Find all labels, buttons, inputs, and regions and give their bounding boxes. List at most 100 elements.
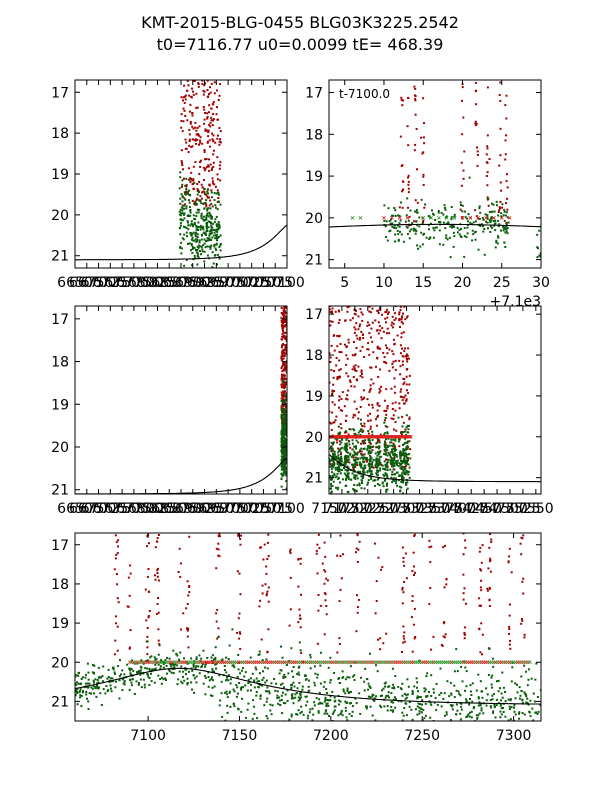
point-green [438, 243, 441, 246]
point-red [155, 613, 158, 615]
point-green [217, 235, 220, 238]
point-green [205, 227, 208, 230]
point-green [347, 476, 350, 479]
point-green [478, 712, 481, 715]
point-red [197, 85, 200, 88]
point-green [251, 717, 254, 720]
point-green [360, 418, 362, 421]
point-green [97, 666, 100, 669]
point-green [458, 228, 461, 231]
point-red [498, 206, 501, 209]
point-red [356, 337, 359, 340]
point-green [444, 216, 447, 219]
point-red [404, 465, 407, 468]
point-green [202, 218, 205, 221]
point-red [198, 125, 201, 128]
point-red [188, 94, 191, 97]
point-green [406, 481, 409, 484]
point-red [215, 547, 218, 550]
point-red [444, 544, 446, 547]
point-red [156, 603, 159, 605]
point-red [297, 585, 300, 588]
point-red [358, 338, 361, 341]
point-green [451, 224, 454, 227]
point-red [403, 306, 406, 308]
point-green [362, 474, 365, 477]
point-green [444, 208, 447, 211]
point-red [366, 348, 369, 351]
x-tick-label: 6975 [210, 501, 246, 517]
point-red [316, 572, 319, 575]
point-green [489, 225, 492, 228]
point-red [486, 147, 489, 150]
point-green [281, 415, 284, 418]
point-red [298, 608, 301, 611]
point-green [196, 263, 199, 266]
point-green [338, 470, 341, 473]
point-green [205, 218, 208, 221]
point-green [196, 255, 199, 258]
point-green [210, 230, 213, 233]
point-red [157, 534, 160, 536]
point-green [269, 703, 272, 706]
point-green [342, 464, 345, 466]
point-green [185, 177, 188, 180]
point-green [466, 217, 469, 220]
point-red [238, 612, 241, 615]
point-green [244, 671, 247, 674]
point-green [181, 200, 184, 203]
point-red [189, 180, 192, 183]
point-red [403, 637, 406, 640]
point-green [340, 710, 343, 712]
point-red [506, 197, 509, 200]
point-green [508, 724, 510, 726]
point-red [323, 592, 326, 595]
point-red [145, 619, 148, 622]
point-red [191, 199, 194, 202]
point-green [333, 453, 336, 456]
point-green [189, 214, 192, 217]
point-red [369, 419, 372, 422]
point-green [405, 714, 408, 717]
point-green [195, 681, 198, 684]
point-red [203, 202, 206, 205]
point-green [489, 699, 492, 702]
point-green [283, 401, 286, 404]
point-green [214, 656, 217, 659]
x-tick-label: 7075 [257, 275, 293, 291]
point-green [229, 705, 232, 708]
point-green [199, 250, 201, 252]
point-red [400, 332, 403, 335]
point-red [341, 391, 344, 394]
point-red [361, 372, 363, 375]
x-tick-label: 7100 [269, 501, 305, 517]
point-green [394, 706, 397, 709]
point-red [339, 423, 342, 426]
point-red [384, 311, 387, 314]
point-green [373, 479, 376, 482]
point-green [434, 697, 437, 699]
point-red [203, 149, 206, 151]
point-red [368, 403, 370, 406]
point-green [385, 220, 388, 223]
point-green [390, 459, 392, 462]
point-green [224, 691, 227, 694]
x-tick-label: 7000 [222, 275, 258, 291]
point-red [509, 639, 511, 642]
point-green [445, 236, 448, 239]
point-red [206, 112, 209, 115]
point-red [414, 636, 417, 638]
point-green [309, 667, 312, 670]
point-green [384, 425, 387, 428]
point-red [401, 588, 404, 591]
point-red [405, 577, 408, 580]
point-green [402, 492, 405, 494]
point-red [400, 336, 403, 339]
point-red [318, 547, 321, 550]
point-green [337, 432, 340, 435]
point-green [440, 705, 443, 708]
point-green [336, 463, 339, 465]
point-red [420, 136, 423, 139]
point-red [504, 104, 507, 107]
point-green [478, 205, 481, 208]
